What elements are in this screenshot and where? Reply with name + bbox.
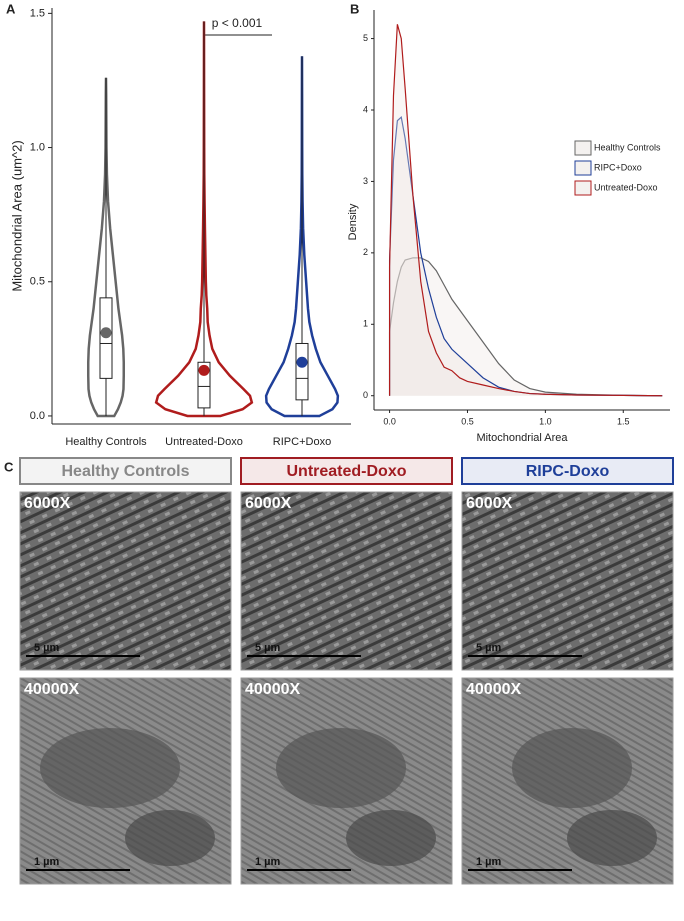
- mitochondrion: [40, 728, 180, 808]
- density-line: [388, 257, 663, 397]
- magnification: 6000X: [466, 495, 513, 512]
- x-tick-label: 1.0: [539, 416, 552, 426]
- y-tick-label: 0: [363, 390, 368, 400]
- x-tick-label: Healthy Controls: [65, 436, 147, 448]
- scale-bar-label: 1 µm: [34, 856, 60, 868]
- micrograph: [19, 491, 232, 671]
- legend-swatch: [574, 180, 592, 196]
- y-tick-label: 0.0: [30, 410, 45, 422]
- mean-point: [198, 364, 210, 376]
- magnification: 40000X: [245, 681, 300, 698]
- mitochondrion: [567, 810, 657, 866]
- mitochondrion: [346, 810, 436, 866]
- header-box: [19, 457, 232, 485]
- y-tick-label: 1.5: [30, 7, 45, 19]
- annotation: p < 0.001: [212, 16, 263, 30]
- x-tick-label: 0.5: [461, 416, 474, 426]
- column-title: Untreated-Doxo: [286, 463, 406, 480]
- density-line: [388, 24, 663, 397]
- header-box: [461, 457, 674, 485]
- magnification: 40000X: [466, 681, 521, 698]
- mitochondrion: [276, 728, 406, 808]
- magnification: 6000X: [24, 495, 71, 512]
- scale-bar-label: 5 µm: [34, 642, 60, 654]
- mitochondrion: [512, 728, 632, 808]
- y-tick-label: 0.5: [30, 276, 45, 288]
- density-area: [389, 257, 663, 396]
- legend-swatch: [574, 140, 592, 156]
- x-axis-label: Mitochondrial Area: [476, 432, 568, 444]
- y-tick-label: 1.0: [30, 141, 45, 153]
- y-tick-label: 5: [363, 33, 368, 43]
- legend-label: Healthy Controls: [594, 142, 661, 152]
- panel-label: C: [4, 459, 14, 474]
- column-title: Healthy Controls: [61, 463, 189, 480]
- legend-swatch: [574, 160, 592, 176]
- column-title: RIPC-Doxo: [526, 463, 610, 480]
- y-tick-label: 4: [363, 104, 368, 114]
- y-axis-label: Mitochondrial Area (um^2): [9, 140, 24, 291]
- legend-label: Untreated-Doxo: [594, 182, 658, 192]
- panel-label: B: [350, 1, 359, 16]
- scale-bar-label: 1 µm: [476, 856, 502, 868]
- density-area: [389, 117, 663, 396]
- x-tick-label: 0.0: [383, 416, 396, 426]
- magnification: 6000X: [245, 495, 292, 512]
- x-tick-label: 1.5: [617, 416, 630, 426]
- header-box: [240, 457, 453, 485]
- magnification: 40000X: [24, 681, 79, 698]
- mitochondrion: [125, 810, 215, 866]
- y-tick-label: 1: [363, 319, 368, 329]
- micrograph: [461, 491, 674, 671]
- scale-bar-label: 5 µm: [476, 642, 502, 654]
- mean-point: [296, 356, 308, 368]
- y-tick-label: 2: [363, 247, 368, 257]
- y-axis-label: Density: [347, 203, 359, 240]
- scale-bar-label: 5 µm: [255, 642, 281, 654]
- mean-point: [100, 327, 112, 339]
- x-tick-label: Untreated-Doxo: [165, 436, 243, 448]
- micrograph: [240, 491, 453, 671]
- panel-label: A: [6, 1, 16, 16]
- scale-bar-label: 1 µm: [255, 856, 281, 868]
- legend-label: RIPC+Doxo: [594, 162, 642, 172]
- x-tick-label: RIPC+Doxo: [273, 436, 331, 448]
- box: [295, 342, 309, 401]
- density-area: [389, 24, 663, 396]
- y-tick-label: 3: [363, 176, 368, 186]
